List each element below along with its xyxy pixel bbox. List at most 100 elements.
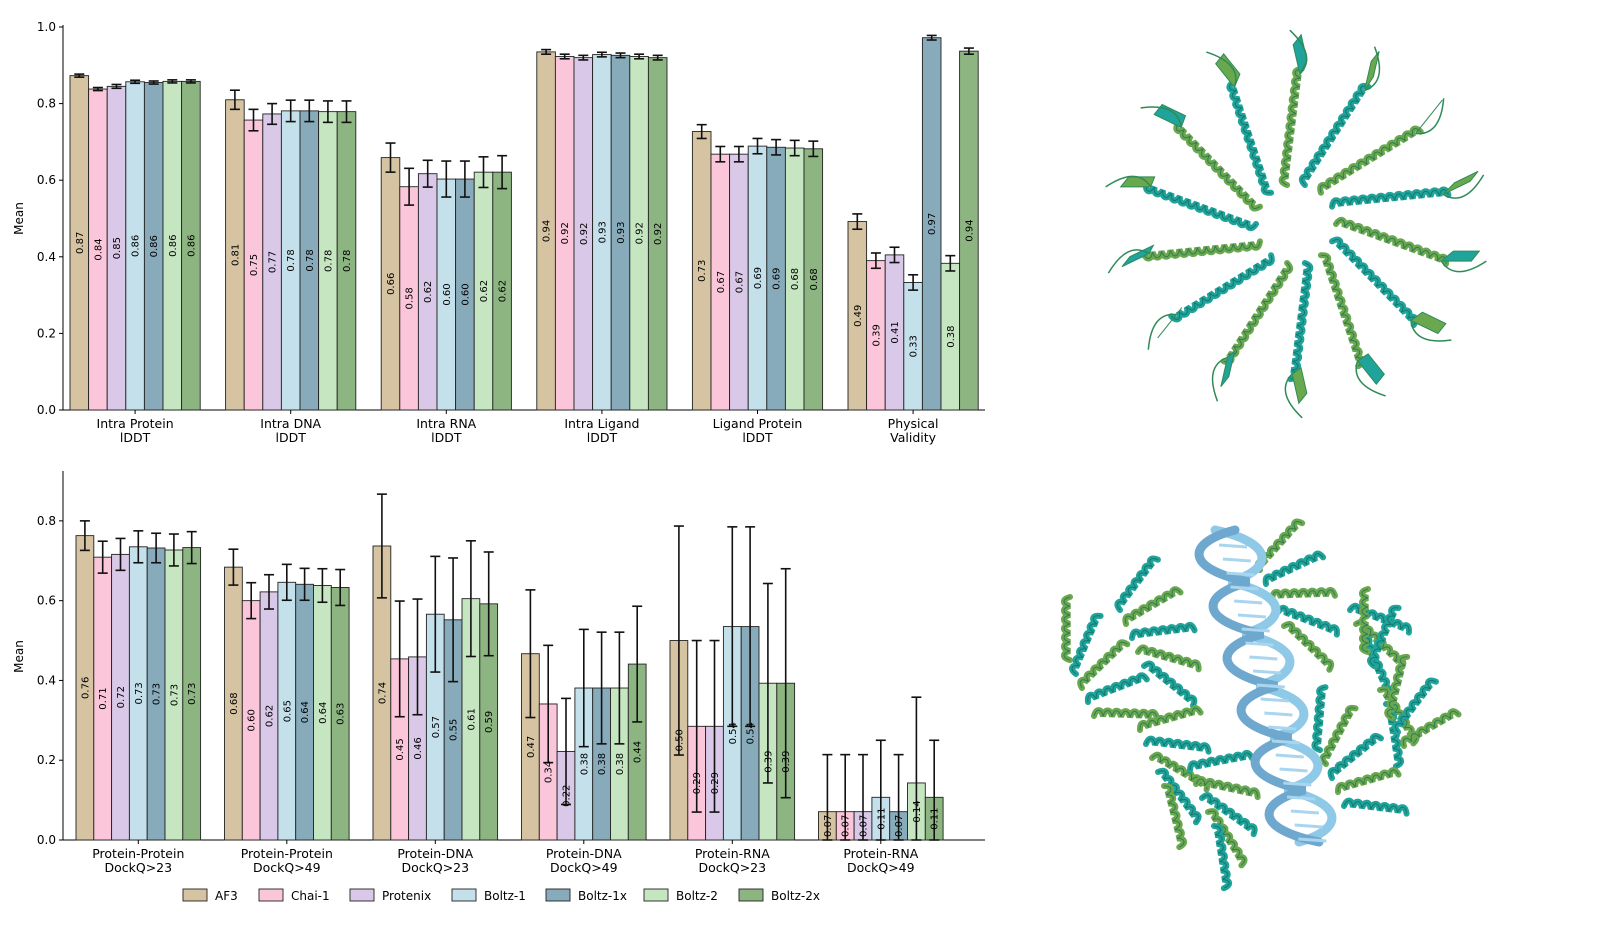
base-pair [1275, 753, 1304, 759]
beta-sheet [1364, 51, 1380, 91]
group-protein-dna-dockq-49: 0.47 0.34 0.22 0.38 0.38 0.38 0.44 Protein-DNAD… [521, 589, 647, 875]
data-label: 0.54 [746, 722, 757, 744]
helix-edge [1079, 641, 1128, 689]
alpha-helix [1311, 684, 1329, 753]
x-tick-label: Protein-RNA [843, 846, 918, 861]
alpha-helix [1269, 587, 1338, 601]
alpha-helix [1143, 735, 1212, 755]
data-label: 0.41 [890, 321, 901, 343]
legend-swatch [643, 888, 669, 902]
helix-edge [1201, 794, 1256, 835]
data-label: 0.14 [912, 800, 923, 822]
y-tick-label: 0.2 [37, 326, 56, 340]
alpha-helix [1400, 708, 1462, 749]
alpha-helix [1317, 252, 1366, 370]
helix-edge [1223, 262, 1291, 363]
y-tick-label: 1.0 [37, 20, 56, 34]
alpha-helix [1329, 236, 1419, 329]
data-label: 0.07 [823, 815, 834, 837]
alpha-helix [1129, 621, 1198, 641]
y-axis-label: Mean [12, 640, 26, 673]
helix-ribbon [1140, 238, 1263, 262]
data-label: 0.58 [405, 287, 416, 309]
alpha-helix [1122, 586, 1184, 627]
helix-edge [1320, 254, 1364, 367]
loop [1440, 260, 1487, 273]
helix-edge [1139, 707, 1201, 731]
alpha-helix [1275, 604, 1340, 638]
legend-label: Boltz-2x [771, 889, 820, 903]
legend-label: Boltz-1 [484, 889, 526, 903]
data-label: 0.73 [187, 683, 198, 705]
base-pair [1294, 823, 1323, 829]
data-label: 0.86 [149, 235, 160, 257]
data-label: 0.39 [871, 324, 882, 346]
alpha-helix [1193, 776, 1261, 801]
data-label: 0.44 [633, 741, 644, 763]
legend-item-af3: AF3 [182, 888, 238, 903]
beta-sheet [1121, 244, 1155, 268]
helix-ribbon [1084, 672, 1150, 705]
alpha-helix [1287, 259, 1314, 383]
legend-item-protenix: Protenix [349, 888, 431, 903]
helix-edge [1131, 624, 1195, 639]
group-intra-ligand-lddt: 0.94 0.92 0.92 0.93 0.93 0.92 0.92 Intra Ligand… [536, 48, 668, 445]
base-pair [1249, 655, 1278, 661]
data-label: 0.68 [229, 692, 240, 714]
data-label: 0.93 [597, 221, 608, 243]
helix-edge [1335, 219, 1447, 265]
alpha-helix [1367, 604, 1402, 669]
x-tick-label: lDDT [742, 430, 773, 445]
alpha-helix [1161, 783, 1187, 851]
alpha-helix [1333, 216, 1450, 268]
beta-sheet [1439, 250, 1481, 262]
group-protein-protein-dockq-49: 0.68 0.60 0.62 0.65 0.64 0.64 0.63 Protein-Prot… [224, 548, 350, 875]
data-label: 0.38 [579, 753, 590, 775]
data-label: 0.47 [526, 736, 537, 758]
data-label: 0.60 [442, 283, 453, 305]
beta-sheet [1356, 353, 1385, 386]
data-label: 0.94 [964, 219, 975, 241]
base-pair [1264, 711, 1293, 717]
helix-edge [1330, 735, 1382, 779]
helix-edge [1313, 686, 1326, 751]
protein-ring-structure-image [1105, 29, 1487, 419]
data-label: 0.55 [449, 719, 460, 741]
alpha-helix [1384, 653, 1411, 721]
y-tick-label: 0.4 [37, 250, 56, 264]
base-pair [1218, 543, 1248, 549]
alpha-helix [1173, 119, 1263, 212]
y-tick-label: 0.0 [37, 403, 56, 417]
y-tick-label: 0.6 [37, 594, 56, 608]
alpha-helix [1142, 180, 1259, 232]
alpha-helix [1341, 797, 1410, 817]
base-pair [1241, 627, 1270, 633]
y-tick-label: 0.8 [37, 97, 56, 111]
x-tick-label: Intra Protein [97, 416, 174, 431]
data-label: 0.84 [93, 238, 104, 260]
alpha-helix [1155, 767, 1202, 826]
data-label: 0.62 [265, 705, 276, 727]
y-tick-label: 0.8 [37, 514, 56, 528]
legend-swatch [451, 888, 477, 902]
base-pair [1271, 739, 1301, 745]
helix-edge [1143, 241, 1261, 260]
alpha-helix [1298, 82, 1372, 189]
data-label: 0.78 [342, 250, 353, 272]
group-intra-protein-lddt: 0.87 0.84 0.85 0.86 0.86 0.86 0.86 Intra Protei… [69, 73, 201, 445]
x-tick-label: Validity [890, 430, 936, 445]
legend-item-boltz-1x: Boltz-1x [545, 888, 627, 903]
legend-swatch [349, 888, 375, 902]
legend-item-boltz-2x: Boltz-2x [738, 888, 820, 903]
data-label: 0.67 [716, 271, 727, 293]
beta-sheet [1415, 99, 1443, 134]
data-label: 0.60 [460, 283, 471, 305]
data-label: 0.50 [674, 729, 685, 751]
helix-edge [1283, 623, 1332, 671]
data-label: 0.62 [423, 281, 434, 303]
alpha-helix [1168, 252, 1275, 323]
x-tick-label: lDDT [276, 430, 307, 445]
alpha-helix [1205, 808, 1248, 869]
helix-edge [1207, 810, 1245, 866]
